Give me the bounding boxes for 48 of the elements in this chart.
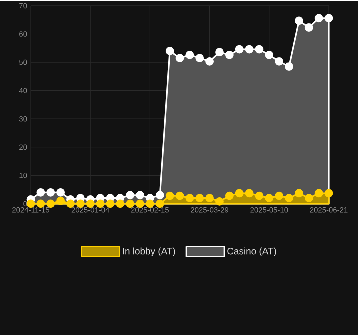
point — [285, 194, 294, 203]
point — [235, 45, 244, 54]
point — [275, 192, 284, 200]
point — [56, 188, 65, 197]
point — [304, 24, 314, 32]
point — [295, 189, 304, 198]
point — [166, 192, 174, 200]
point — [176, 192, 184, 200]
point — [126, 191, 135, 200]
point — [186, 194, 194, 203]
point — [245, 189, 254, 198]
point — [116, 200, 125, 208]
legend-label: In lobby (AT) — [123, 248, 176, 257]
point — [265, 194, 274, 203]
point — [225, 192, 234, 200]
point — [46, 188, 56, 197]
point — [106, 200, 115, 208]
point — [156, 191, 164, 200]
point — [136, 191, 144, 200]
point — [66, 200, 75, 208]
point — [196, 194, 204, 203]
point — [235, 189, 244, 198]
point — [285, 62, 294, 71]
point — [216, 48, 224, 57]
point — [56, 196, 65, 206]
point — [176, 54, 184, 63]
point — [314, 14, 324, 23]
point — [166, 47, 174, 56]
point — [295, 16, 304, 26]
point — [126, 200, 135, 208]
point — [206, 58, 214, 66]
point — [304, 194, 314, 203]
point — [245, 45, 254, 54]
point — [46, 200, 56, 208]
point — [255, 192, 264, 200]
point — [216, 198, 224, 206]
point — [206, 194, 214, 203]
point — [324, 14, 334, 23]
point — [324, 189, 334, 198]
point — [314, 189, 324, 198]
point — [196, 54, 204, 63]
point — [186, 50, 194, 60]
point — [275, 58, 284, 66]
point — [36, 188, 46, 197]
point — [255, 45, 264, 54]
legend-label: Casino (AT) — [228, 248, 276, 257]
point — [225, 50, 234, 60]
point — [265, 50, 274, 60]
